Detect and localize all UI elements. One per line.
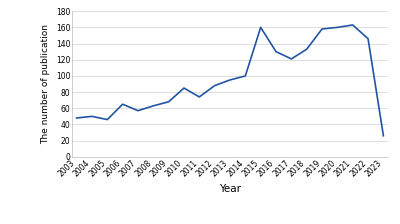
Y-axis label: The number of publication: The number of publication — [42, 24, 50, 144]
X-axis label: Year: Year — [219, 184, 241, 194]
